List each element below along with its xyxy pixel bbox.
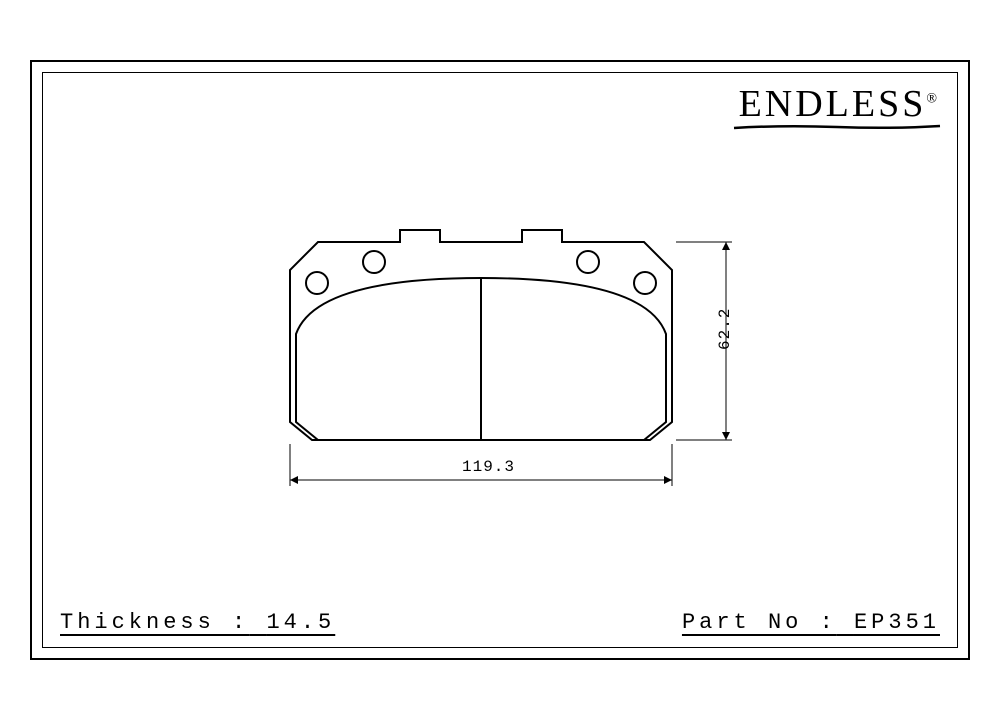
part-number-callout: Part No : EP351 xyxy=(682,610,940,635)
part-number-value: EP351 xyxy=(854,610,940,635)
dimension-height-label: 62.2 xyxy=(716,308,734,350)
part-number-label: Part No : xyxy=(682,610,837,635)
thickness-callout: Thickness : 14.5 xyxy=(60,610,335,635)
thickness-value: 14.5 xyxy=(266,610,335,635)
thickness-label: Thickness : xyxy=(60,610,249,635)
dimension-width-label: 119.3 xyxy=(462,458,515,476)
brake-pad-drawing xyxy=(0,0,1000,707)
